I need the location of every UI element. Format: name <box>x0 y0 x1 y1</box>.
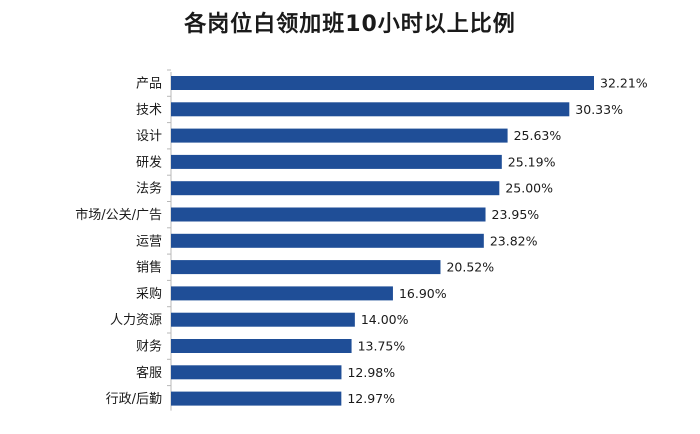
bar-11 <box>171 365 342 380</box>
category-label: 销售 <box>136 260 162 276</box>
bar-0 <box>171 76 594 90</box>
category-label: 研发 <box>136 154 162 170</box>
bar-12 <box>171 391 342 406</box>
value-label: 14.00% <box>361 312 409 327</box>
value-label: 12.98% <box>347 365 395 380</box>
bar-6 <box>171 233 484 248</box>
category-label: 法务 <box>136 181 162 197</box>
value-label: 16.90% <box>399 286 447 301</box>
category-label: 人力资源 <box>110 313 162 328</box>
category-label: 市场/公关/广告 <box>75 207 162 223</box>
category-label: 产品 <box>136 77 162 92</box>
bar-5 <box>171 207 486 222</box>
value-label: 25.19% <box>508 154 556 169</box>
value-label: 32.21% <box>600 76 648 91</box>
category-label: 设计 <box>136 129 162 144</box>
bar-9 <box>171 312 355 327</box>
bar-7 <box>171 260 441 275</box>
value-label: 12.97% <box>347 391 395 406</box>
bar-4 <box>171 181 500 196</box>
bar-8 <box>171 286 393 301</box>
category-label: 技术 <box>136 103 162 118</box>
value-label: 13.75% <box>358 339 406 354</box>
value-label: 23.95% <box>492 207 540 222</box>
category-label: 客服 <box>136 365 162 381</box>
value-label: 25.63% <box>514 128 562 143</box>
bar-2 <box>171 128 508 143</box>
bar-3 <box>171 154 502 169</box>
category-label: 行政/后勤 <box>106 392 162 407</box>
chart-title: 各岗位白领加班10小时以上比例 <box>184 12 516 37</box>
value-label: 30.33% <box>575 102 623 117</box>
bar-10 <box>171 339 352 353</box>
value-label: 20.52% <box>446 260 494 275</box>
value-label: 23.82% <box>490 233 538 248</box>
category-label: 财务 <box>136 339 162 355</box>
bar-1 <box>171 102 570 117</box>
category-label: 运营 <box>136 234 162 249</box>
category-label: 采购 <box>136 286 162 302</box>
value-label: 25.00% <box>505 181 553 196</box>
